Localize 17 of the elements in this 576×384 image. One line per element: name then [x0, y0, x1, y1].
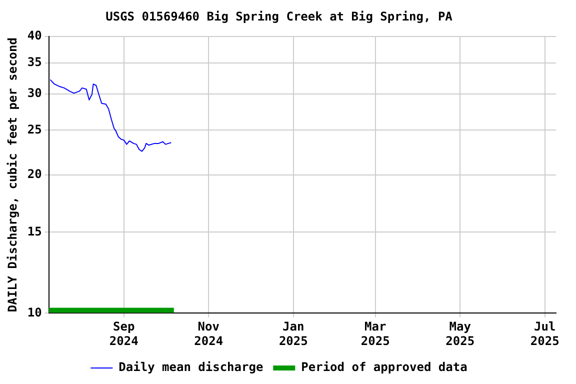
x-tick-label: Nov 2024 [194, 320, 224, 348]
y-tick-label: 25 [27, 122, 42, 136]
y-axis-title: DAILY Discharge, cubic feet per second [5, 38, 20, 312]
y-tick-label: 30 [27, 86, 42, 100]
y-tick-label: 20 [27, 166, 42, 181]
chart-title: USGS 01569460 Big Spring Creek at Big Spring, PA [106, 9, 454, 24]
x-tick-label: Sep 2024 [109, 320, 138, 348]
x-tick-label: Jan 2025 [278, 320, 308, 348]
y-tick-label: 10 [27, 305, 42, 320]
y-tick-label: 40 [27, 28, 42, 43]
legend-label: Daily mean discharge [118, 360, 264, 374]
x-tick-label: Mar 2025 [360, 320, 390, 348]
legend-label: Period of approved data [301, 360, 468, 374]
y-tick-label: 15 [27, 224, 42, 238]
x-tick-label: Jul 2025 [530, 320, 560, 348]
y-tick-label: 35 [27, 55, 42, 70]
x-tick-label: May 2025 [446, 320, 475, 348]
